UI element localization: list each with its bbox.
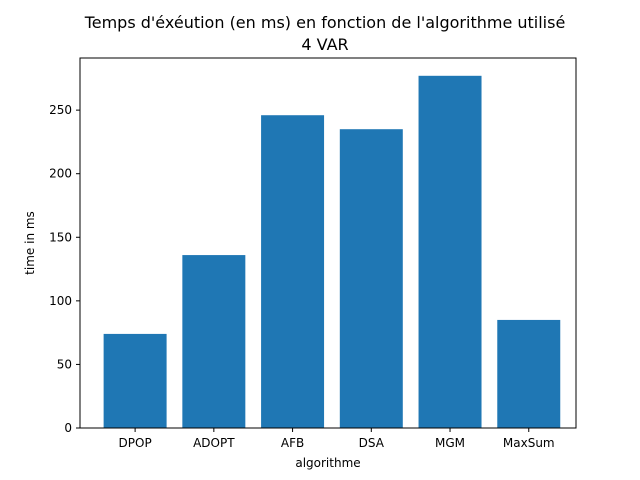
bar-afb [261, 115, 325, 428]
bar-maxsum [497, 319, 561, 428]
x-tick-label: MGM [435, 436, 465, 450]
bars-group [103, 75, 561, 428]
y-tick-label: 50 [57, 357, 72, 371]
y-tick-label: 200 [49, 167, 72, 181]
x-tick-label: ADOPT [193, 436, 235, 450]
x-tick-label: MaxSum [503, 436, 555, 450]
x-tick-label: DSA [359, 436, 385, 450]
y-tick-label: 100 [49, 294, 72, 308]
x-tick-label: AFB [281, 436, 304, 450]
y-axis-ticks: 0 50 100 150 200 250 [49, 103, 80, 435]
y-tick-label: 150 [49, 230, 72, 244]
y-axis-label: time in ms [23, 211, 37, 275]
x-tick-label: DPOP [119, 436, 152, 450]
chart-subtitle: 4 VAR [301, 35, 348, 54]
bar-adopt [182, 255, 246, 428]
x-axis-label: algorithme [295, 456, 360, 470]
y-tick-label: 250 [49, 103, 72, 117]
bar-dsa [339, 129, 403, 428]
bar-mgm [418, 75, 482, 428]
bar-dpop [103, 333, 167, 428]
chart-title: Temps d'éxéution (en ms) en fonction de … [84, 13, 566, 32]
plot-frame [79, 57, 577, 429]
y-tick-label: 0 [64, 421, 72, 435]
x-axis-ticks: DPOP ADOPT AFB DSA MGM MaxSum [119, 428, 555, 450]
